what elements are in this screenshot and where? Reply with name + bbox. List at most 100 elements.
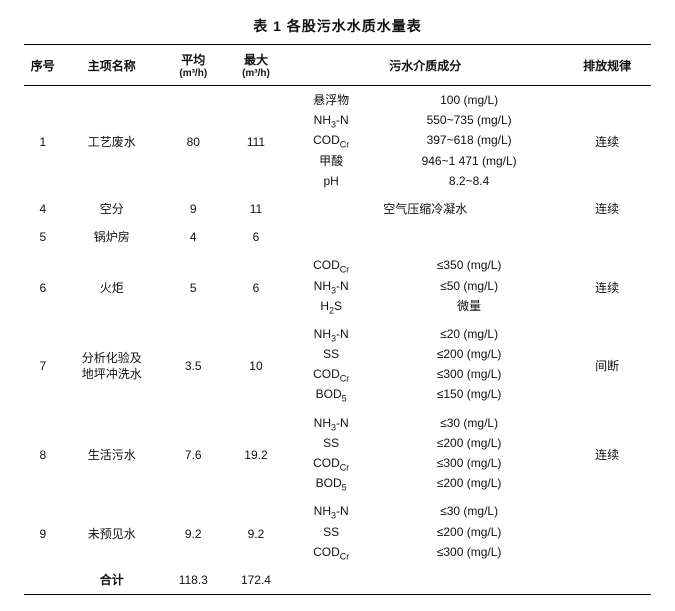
cell-seq: 7 — [24, 320, 62, 409]
cell-rule — [563, 497, 651, 566]
cell-seq: 6 — [24, 251, 62, 320]
cell-avg: 9 — [162, 195, 225, 223]
table-row: 8生活污水7.619.2NH3-N≤30 (mg/L)连续 — [24, 409, 651, 433]
cell-component-value: ≤30 (mg/L) — [375, 497, 563, 521]
cell-name: 合计 — [62, 566, 162, 595]
total-row: 合计118.3172.4 — [24, 566, 651, 595]
cell-rule: 连续 — [563, 86, 651, 195]
cell-component-value: 100 (mg/L) — [375, 86, 563, 111]
hdr-avg-label: 平均 — [164, 51, 223, 68]
cell-seq — [24, 566, 62, 595]
hdr-avg: 平均 (m³/h) — [162, 45, 225, 86]
cell-component-name: NH3-N — [287, 320, 375, 344]
cell-component-name: BOD5 — [287, 384, 375, 408]
cell-component-name: 甲酸 — [287, 151, 375, 171]
cell-rule — [563, 223, 651, 251]
cell-component-value — [375, 566, 563, 595]
cell-avg: 9.2 — [162, 497, 225, 566]
hdr-avg-unit: (m³/h) — [164, 68, 223, 79]
cell-component-name: CODCr — [287, 364, 375, 384]
cell-component-value: ≤200 (mg/L) — [375, 433, 563, 453]
cell-component-name: CODCr — [287, 130, 375, 150]
hdr-max-unit: (m³/h) — [227, 68, 286, 79]
table-row: 1工艺废水80111悬浮物100 (mg/L)连续 — [24, 86, 651, 111]
cell-component-name: NH3-N — [287, 276, 375, 296]
cell-component-value: ≤200 (mg/L) — [375, 473, 563, 497]
cell-component-name: CODCr — [287, 251, 375, 275]
table-title: 表 1 各股污水水质水量表 — [24, 16, 651, 36]
cell-name: 锅炉房 — [62, 223, 162, 251]
cell-rule: 连续 — [563, 409, 651, 498]
table-row: 9未预见水9.29.2NH3-N≤30 (mg/L) — [24, 497, 651, 521]
cell-component-name: NH3-N — [287, 110, 375, 130]
cell-component-value: ≤30 (mg/L) — [375, 409, 563, 433]
cell-component-value: ≤200 (mg/L) — [375, 522, 563, 542]
cell-component-name: 悬浮物 — [287, 86, 375, 111]
header-row: 序号 主项名称 平均 (m³/h) 最大 (m³/h) 污水介质成分 排放规律 — [24, 45, 651, 86]
cell-max: 172.4 — [225, 566, 288, 595]
table-row: 4空分911空气压缩冷凝水连续 — [24, 195, 651, 223]
hdr-components: 污水介质成分 — [287, 45, 563, 86]
cell-component-name: NH3-N — [287, 497, 375, 521]
cell-component-value: 946~1 471 (mg/L) — [375, 151, 563, 171]
cell-component-value: 微量 — [375, 296, 563, 320]
table-body: 1工艺废水80111悬浮物100 (mg/L)连续NH3-N550~735 (m… — [24, 86, 651, 595]
cell-name: 分析化验及地坪冲洗水 — [62, 320, 162, 409]
cell-component-name: SS — [287, 433, 375, 453]
table-row: 6火炬56CODCr≤350 (mg/L)连续 — [24, 251, 651, 275]
cell-component-name: pH — [287, 171, 375, 195]
cell-seq: 4 — [24, 195, 62, 223]
cell-component-value: 397~618 (mg/L) — [375, 130, 563, 150]
cell-component-value: ≤300 (mg/L) — [375, 364, 563, 384]
cell-component-name — [287, 223, 375, 251]
cell-component-merged: 空气压缩冷凝水 — [287, 195, 563, 223]
cell-component-name: SS — [287, 522, 375, 542]
data-table: 序号 主项名称 平均 (m³/h) 最大 (m³/h) 污水介质成分 排放规律 … — [24, 44, 651, 595]
table-row: 5锅炉房46 — [24, 223, 651, 251]
cell-component-name: CODCr — [287, 542, 375, 566]
cell-seq: 5 — [24, 223, 62, 251]
cell-avg: 3.5 — [162, 320, 225, 409]
cell-max: 11 — [225, 195, 288, 223]
cell-avg: 5 — [162, 251, 225, 320]
cell-component-name: NH3-N — [287, 409, 375, 433]
cell-component-value: ≤300 (mg/L) — [375, 453, 563, 473]
cell-max: 9.2 — [225, 497, 288, 566]
cell-avg: 7.6 — [162, 409, 225, 498]
hdr-max: 最大 (m³/h) — [225, 45, 288, 86]
cell-component-value: 8.2~8.4 — [375, 171, 563, 195]
cell-component-name: SS — [287, 344, 375, 364]
cell-component-value: 550~735 (mg/L) — [375, 110, 563, 130]
cell-component-value: ≤350 (mg/L) — [375, 251, 563, 275]
cell-component-value — [375, 223, 563, 251]
cell-seq: 1 — [24, 86, 62, 195]
cell-component-name: H2S — [287, 296, 375, 320]
cell-component-value: ≤200 (mg/L) — [375, 344, 563, 364]
hdr-seq: 序号 — [24, 45, 62, 86]
cell-max: 10 — [225, 320, 288, 409]
cell-avg: 80 — [162, 86, 225, 195]
cell-max: 6 — [225, 223, 288, 251]
cell-avg: 118.3 — [162, 566, 225, 595]
cell-name: 未预见水 — [62, 497, 162, 566]
cell-rule: 连续 — [563, 251, 651, 320]
cell-component-name: BOD5 — [287, 473, 375, 497]
cell-name: 火炬 — [62, 251, 162, 320]
cell-component-value: ≤20 (mg/L) — [375, 320, 563, 344]
cell-rule: 连续 — [563, 195, 651, 223]
cell-component-name — [287, 566, 375, 595]
cell-component-name: CODCr — [287, 453, 375, 473]
cell-component-value: ≤50 (mg/L) — [375, 276, 563, 296]
cell-max: 111 — [225, 86, 288, 195]
cell-max: 19.2 — [225, 409, 288, 498]
cell-name: 空分 — [62, 195, 162, 223]
hdr-name: 主项名称 — [62, 45, 162, 86]
cell-name: 工艺废水 — [62, 86, 162, 195]
cell-name: 生活污水 — [62, 409, 162, 498]
cell-component-value: ≤150 (mg/L) — [375, 384, 563, 408]
cell-max: 6 — [225, 251, 288, 320]
table-row: 7分析化验及地坪冲洗水3.510NH3-N≤20 (mg/L)间断 — [24, 320, 651, 344]
cell-rule: 间断 — [563, 320, 651, 409]
cell-rule — [563, 566, 651, 595]
cell-seq: 8 — [24, 409, 62, 498]
